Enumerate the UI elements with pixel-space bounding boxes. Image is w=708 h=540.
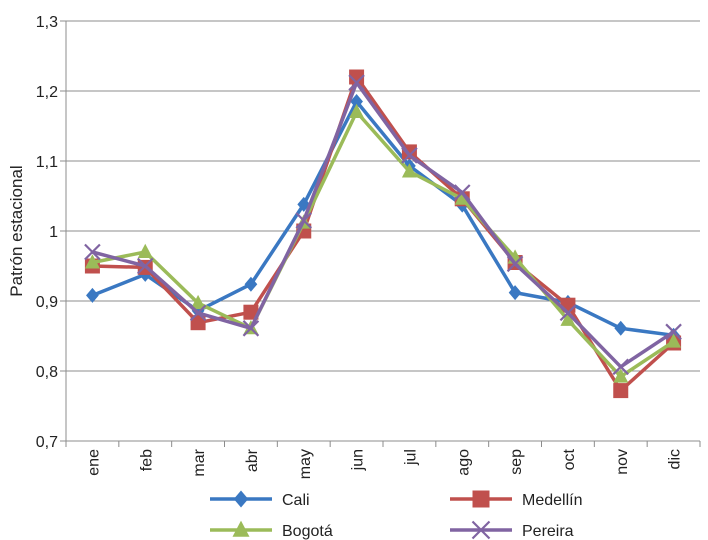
y-tick-label: 0,8 — [36, 364, 58, 381]
series-line — [91, 99, 674, 338]
legend-label: Medellín — [522, 492, 582, 509]
data-point — [243, 304, 259, 320]
y-axis-ticks: 0,7 0,8 0,9 1 1,1 1,2 1,3 — [36, 14, 66, 451]
data-point — [136, 257, 154, 275]
y-tick-label: 0,9 — [36, 294, 58, 311]
y-tick-label: 1,3 — [36, 14, 58, 31]
data-point — [666, 333, 682, 348]
data-point — [559, 304, 577, 322]
legend-marker — [472, 490, 490, 508]
series-line — [91, 80, 675, 369]
series-line — [92, 75, 675, 393]
x-tick-label: nov — [614, 449, 631, 475]
x-tick-label: jun — [350, 449, 367, 471]
data-point — [349, 69, 365, 85]
data-point — [560, 311, 576, 326]
x-axis-ticks: ene feb mar abr may jun jul ago sep oct nov dic — [65, 441, 701, 479]
y-tick-label: 1,2 — [36, 84, 58, 101]
x-tick-label: jul — [402, 449, 419, 466]
x-tick-label: abr — [244, 448, 261, 472]
x-tick-label: ago — [455, 449, 472, 476]
y-tick-label: 1 — [49, 224, 58, 241]
data-point — [506, 255, 524, 273]
x-tick-label: feb — [138, 449, 155, 471]
series-pereira — [84, 74, 682, 376]
series-line — [92, 110, 675, 379]
x-tick-label: may — [297, 449, 314, 479]
data-point — [84, 243, 101, 261]
data-point — [614, 320, 628, 336]
legend-label: Cali — [282, 492, 310, 509]
data-point — [612, 358, 630, 376]
legend-item-bogotá: Bogotá — [210, 520, 333, 540]
legend-marker — [471, 520, 491, 540]
legend: Cali Medellín Bogotá Pereira — [210, 490, 582, 540]
data-point — [508, 285, 522, 301]
legend-marker — [233, 490, 249, 508]
data-point — [454, 190, 470, 205]
x-tick-label: oct — [561, 448, 578, 470]
data-point — [137, 243, 153, 258]
data-point — [613, 368, 629, 383]
series-group — [84, 69, 682, 399]
legend-item-pereira: Pereira — [450, 520, 574, 540]
x-tick-label: ene — [85, 449, 102, 476]
data-point — [84, 254, 100, 269]
gridlines — [66, 20, 700, 372]
x-tick-label: sep — [508, 449, 525, 475]
data-point — [401, 163, 417, 178]
x-tick-label: mar — [191, 448, 208, 476]
axes — [65, 21, 700, 442]
data-point — [560, 297, 576, 313]
series-cali — [86, 94, 680, 343]
data-point — [244, 276, 258, 292]
data-point — [190, 294, 206, 310]
y-tick-label: 0,7 — [36, 434, 58, 451]
y-tick-label: 1,1 — [36, 154, 58, 171]
legend-item-medellín: Medellín — [450, 490, 582, 509]
data-point — [348, 74, 365, 91]
data-point — [190, 315, 206, 331]
data-point — [350, 94, 363, 109]
data-point — [453, 184, 471, 201]
data-point — [665, 323, 682, 341]
data-point — [401, 147, 418, 164]
data-point — [295, 212, 313, 229]
data-point — [189, 304, 207, 322]
x-tick-label: dic — [667, 449, 684, 469]
legend-marker — [232, 520, 250, 537]
legend-label: Pereira — [522, 523, 574, 540]
data-point — [613, 383, 629, 399]
data-point — [349, 103, 365, 118]
y-axis-title: Patrón estacional — [7, 165, 26, 296]
data-point — [86, 287, 99, 303]
legend-label: Bogotá — [282, 523, 333, 540]
data-point — [242, 320, 260, 337]
legend-item-cali: Cali — [210, 490, 310, 509]
